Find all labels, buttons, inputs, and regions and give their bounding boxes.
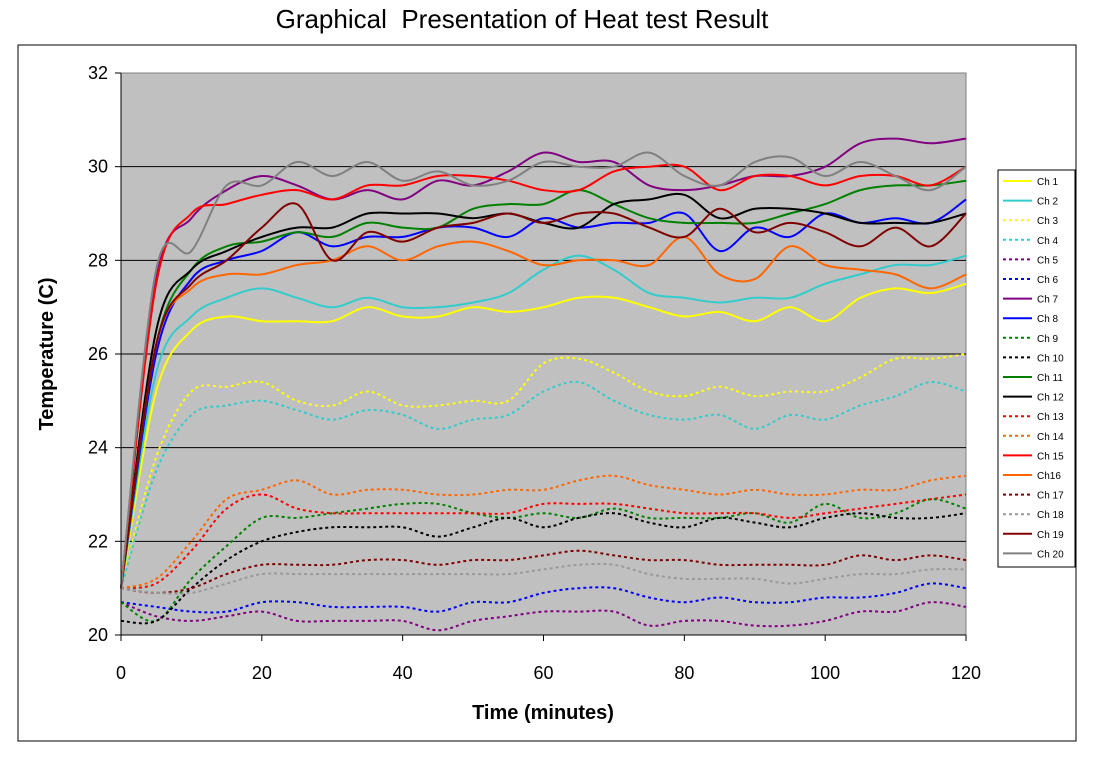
legend-label: Ch 10 <box>1037 353 1064 364</box>
legend-label: Ch16 <box>1037 471 1061 482</box>
x-tick-label: 0 <box>116 663 126 683</box>
y-ticks: 20 22 24 26 28 30 32 <box>88 63 121 645</box>
legend-label: Ch 19 <box>1037 530 1064 541</box>
series-line-9 <box>120 498 967 623</box>
series-line-10 <box>120 512 967 625</box>
legend-label: Ch 11 <box>1037 373 1063 384</box>
chart-frame <box>17 44 1077 742</box>
series-line-16 <box>120 235 967 589</box>
x-ticks: 0 20 40 60 80 100 120 <box>116 635 981 683</box>
legend-label: Ch 7 <box>1037 295 1059 306</box>
series-line-11 <box>120 179 967 589</box>
legend-label: Ch 15 <box>1037 451 1064 462</box>
series-line-5 <box>120 601 967 632</box>
legend-label: Ch 4 <box>1037 236 1059 247</box>
legend-label: Ch 20 <box>1037 549 1064 560</box>
series-line-1 <box>120 282 967 589</box>
x-tick-label: 60 <box>533 663 553 683</box>
x-tick-label: 40 <box>393 663 413 683</box>
y-tick-label: 26 <box>88 344 108 364</box>
x-tick-label: 80 <box>674 663 694 683</box>
legend-label: Ch 18 <box>1037 510 1064 521</box>
series-line-20 <box>120 151 967 589</box>
legend: Ch 1 Ch 2 Ch 3 Ch 4 Ch 5 Ch 6 Ch 7 Ch 8 Ch 9 Ch 1… <box>1003 177 1064 560</box>
y-tick-label: 28 <box>88 250 108 270</box>
legend-label: Ch 13 <box>1037 412 1064 423</box>
y-tick-label: 22 <box>88 531 108 551</box>
legend-label: Ch 6 <box>1037 275 1059 286</box>
legend-box <box>997 169 1076 568</box>
series-line-18 <box>120 562 967 595</box>
x-axis-title: Time (minutes) <box>472 702 614 724</box>
legend-label: Ch 1 <box>1037 177 1059 188</box>
series-line-2 <box>120 254 967 589</box>
legend-label: Ch 12 <box>1037 393 1064 404</box>
series-line-13 <box>120 493 967 590</box>
legend-label: Ch 9 <box>1037 334 1059 345</box>
series-line-8 <box>120 198 967 589</box>
y-tick-label: 20 <box>88 625 108 645</box>
y-tick-label: 24 <box>88 438 108 458</box>
series-line-19 <box>120 202 967 589</box>
series-line-6 <box>120 582 967 614</box>
x-tick-label: 120 <box>951 663 981 683</box>
series-lines <box>120 137 967 632</box>
chart-title: Graphical Presentation of Heat test Resu… <box>276 4 770 34</box>
x-tick-label: 20 <box>252 663 272 683</box>
y-tick-label: 32 <box>88 63 108 83</box>
y-tick-label: 30 <box>88 157 108 177</box>
legend-label: Ch 3 <box>1037 216 1059 227</box>
series-line-7 <box>120 137 967 589</box>
series-line-14 <box>120 474 967 590</box>
y-axis-title: Temperature (C) <box>36 278 58 431</box>
legend-label: Ch 8 <box>1037 314 1059 325</box>
x-tick-label: 100 <box>810 663 840 683</box>
legend-label: Ch 2 <box>1037 197 1059 208</box>
legend-label: Ch 17 <box>1037 491 1064 502</box>
series-line-15 <box>120 163 967 589</box>
legend-label: Ch 5 <box>1037 255 1059 266</box>
series-line-4 <box>120 380 967 589</box>
legend-label: Ch 14 <box>1037 432 1064 443</box>
series-line-17 <box>120 549 967 594</box>
